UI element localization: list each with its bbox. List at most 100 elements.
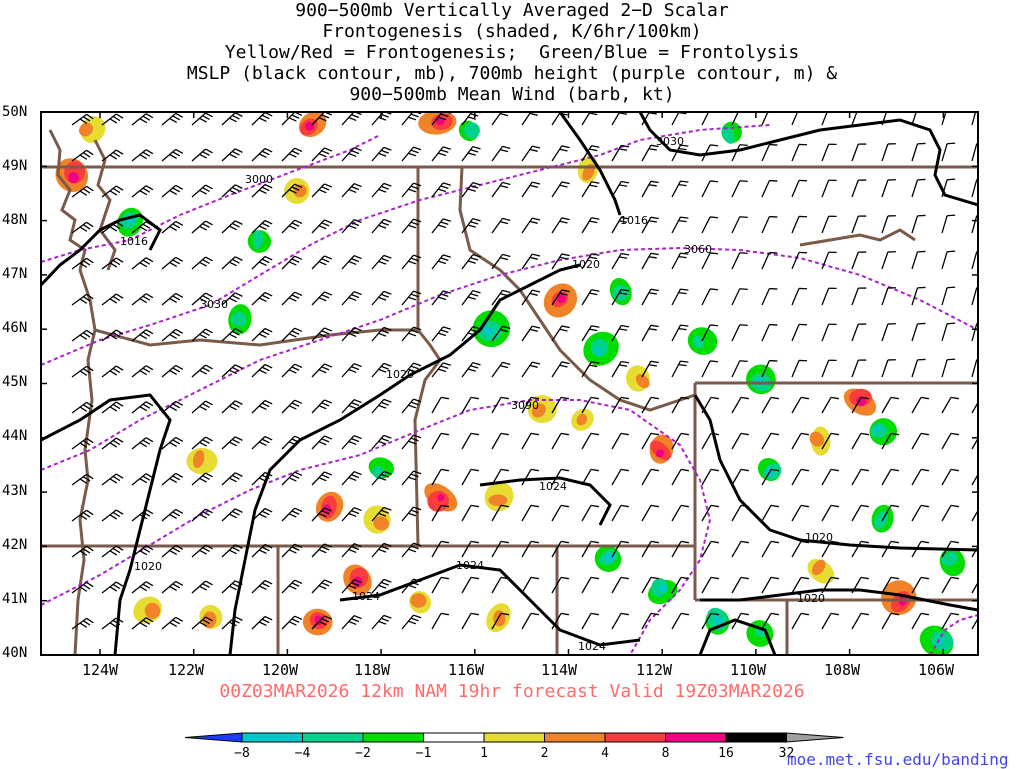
wind-barb — [522, 433, 539, 449]
wind-barb — [942, 469, 959, 485]
height-label: 3060 — [684, 243, 712, 256]
wind-barb — [852, 252, 866, 269]
wind-barb — [372, 399, 391, 413]
wind-barb — [822, 505, 839, 521]
wind-barb — [282, 472, 302, 485]
wind-barb — [972, 577, 989, 593]
wind-barb — [432, 147, 451, 161]
mslp-label: 1020 — [572, 258, 600, 271]
wind-barb — [792, 108, 807, 125]
wind-barb — [192, 401, 213, 413]
wind-barb — [912, 215, 925, 233]
wind-barb — [72, 438, 93, 449]
wind-barb — [942, 577, 959, 593]
wind-barb — [342, 436, 362, 449]
wind-barb — [792, 613, 809, 629]
wind-barb — [342, 184, 362, 197]
wind-barb — [282, 220, 302, 233]
wind-barb — [222, 509, 242, 521]
wind-barb — [312, 364, 332, 377]
mslp-1020-d — [695, 395, 978, 550]
state-borders — [41, 130, 978, 655]
wind-barb — [732, 397, 749, 413]
wind-barb — [882, 144, 896, 161]
wind-barb — [912, 469, 929, 485]
wind-barb — [432, 433, 449, 449]
wind-barb — [192, 509, 213, 521]
wind-barb — [942, 505, 959, 521]
height-label: 3000 — [245, 173, 273, 186]
wind-barb — [192, 149, 213, 161]
wind-barb — [732, 577, 749, 593]
wind-barb — [192, 185, 213, 197]
wind-barb — [582, 433, 599, 449]
wind-barb — [132, 294, 153, 305]
wind-barb — [522, 577, 539, 593]
height-label: 3030 — [200, 298, 228, 311]
wind-barb — [102, 150, 123, 161]
lon-label: 120W — [250, 661, 310, 679]
colorbar-tick-label: 8 — [646, 746, 686, 761]
wind-barb — [672, 289, 688, 305]
lon-label: 108W — [812, 661, 872, 679]
wind-barb — [132, 474, 153, 485]
lon-label: 112W — [624, 661, 684, 679]
wind-barb — [522, 146, 540, 161]
wind-barb — [192, 581, 213, 593]
wind-barb — [522, 218, 540, 233]
wind-barb — [732, 289, 748, 305]
wind-barb — [432, 397, 449, 413]
wind-barb — [582, 218, 599, 233]
wind-barb — [882, 360, 896, 377]
wind-barb — [102, 186, 123, 197]
wind-barb — [192, 473, 213, 485]
wind-barb — [132, 150, 153, 161]
wind-barb — [432, 469, 449, 485]
wind-barb — [702, 181, 718, 197]
wind-barb — [972, 469, 989, 485]
wind-barb — [762, 505, 779, 521]
lat-label: 40N — [2, 645, 27, 661]
colorbar-tick-label: 1 — [464, 746, 504, 761]
wind-barb — [312, 292, 332, 305]
wind-barb — [462, 183, 481, 197]
mslp-label: 1020 — [134, 560, 162, 573]
wind-barb — [132, 186, 153, 197]
wind-barb — [342, 256, 362, 269]
wind-barb — [612, 505, 629, 521]
wind-barb — [882, 613, 899, 629]
wind-barb — [72, 474, 93, 485]
wind-barb — [132, 402, 153, 413]
wind-barb — [732, 433, 749, 449]
wind-barb — [522, 541, 539, 557]
wind-barb — [492, 577, 509, 593]
colorbar-tick-label: −8 — [222, 746, 262, 761]
mslp-label: 1016 — [620, 214, 648, 227]
wind-barb — [492, 182, 510, 197]
wind-barb — [162, 185, 183, 197]
wind-barb — [882, 216, 896, 233]
wind-barb — [702, 541, 719, 557]
wind-barb — [762, 145, 777, 161]
mslp-label: 1024 — [539, 480, 567, 493]
colorbar-tick-label: −4 — [283, 746, 323, 761]
wind-barb — [852, 324, 866, 341]
wind-barb — [162, 257, 183, 269]
wind-barb — [462, 505, 479, 521]
wind-barb — [792, 216, 807, 233]
wind-barb — [582, 182, 599, 197]
wind-barb — [192, 113, 213, 125]
wind-barb — [342, 292, 362, 305]
wind-barb — [552, 577, 569, 593]
wind-barb — [702, 505, 719, 521]
mslp-label: 1020 — [386, 368, 414, 381]
wind-barb — [642, 505, 659, 521]
wind-barb — [612, 469, 629, 485]
wind-barb — [252, 616, 272, 629]
wind-barb — [792, 469, 809, 485]
wind-barb — [882, 288, 896, 305]
wind-barb — [672, 469, 689, 485]
wind-barb — [552, 146, 570, 161]
wind-barb — [552, 218, 570, 233]
wind-barb — [612, 146, 629, 161]
